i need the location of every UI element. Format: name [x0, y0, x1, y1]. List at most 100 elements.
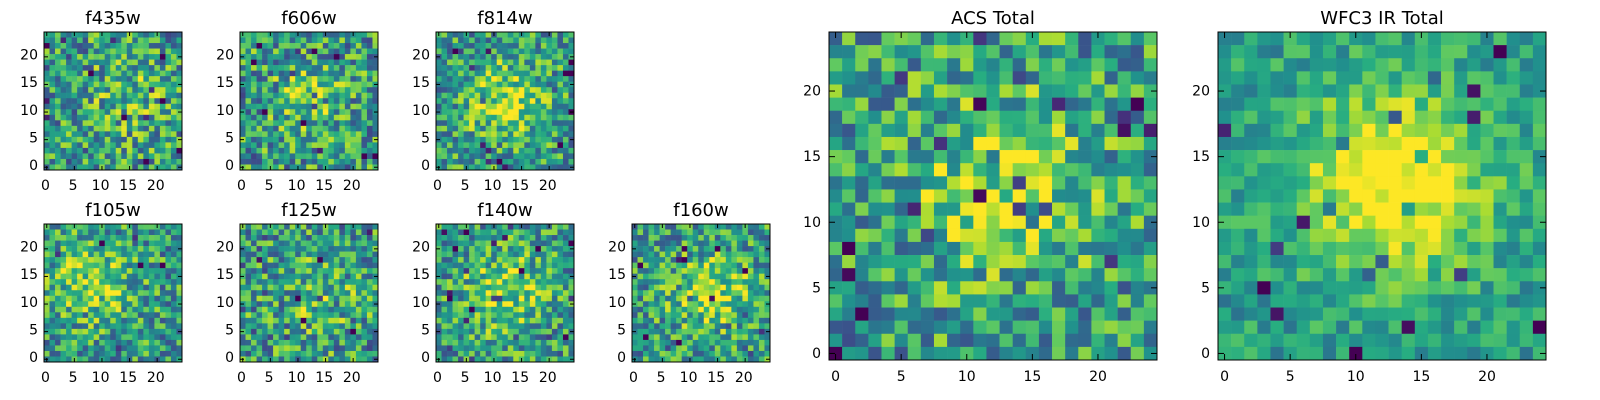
heatmap-cell [55, 103, 61, 110]
heatmap-cell [143, 262, 150, 269]
heatmap-cell [115, 251, 122, 258]
heatmap-cell [753, 312, 760, 319]
heatmap-cell [960, 123, 974, 138]
heatmap-cell [535, 339, 542, 346]
heatmap-cell [524, 251, 531, 258]
heatmap-cell [273, 257, 279, 263]
heatmap-cell [49, 251, 56, 258]
heatmap-cell [82, 235, 89, 241]
heatmap-cell [317, 323, 324, 330]
heatmap-cell [289, 43, 296, 49]
heatmap-cell [372, 306, 379, 313]
heatmap-cell [165, 153, 172, 160]
heatmap-cell [518, 70, 525, 77]
heatmap-cell [764, 345, 771, 352]
heatmap-cell [344, 317, 351, 324]
panel-title: f140w [477, 200, 532, 221]
heatmap-cell [665, 284, 671, 291]
heatmap-cell [170, 257, 177, 263]
heatmap-cell [736, 356, 743, 363]
heatmap-cell [540, 229, 547, 236]
heatmap-cell [93, 158, 100, 165]
heatmap-cell [306, 284, 313, 291]
panel-acs-total: ACS Total 0 5 10 15 20 0 5 10 15 20 [803, 8, 1158, 385]
heatmap-cell [256, 240, 263, 247]
heatmap-cell [295, 65, 302, 71]
heatmap-cell [731, 317, 738, 324]
heatmap-cell [881, 202, 895, 216]
heatmap-cell [289, 120, 296, 127]
heatmap-cell [344, 65, 351, 71]
heatmap-cell [99, 70, 106, 77]
heatmap-cell [143, 224, 150, 230]
heatmap-cell [49, 136, 56, 143]
heatmap-cell [742, 273, 749, 280]
heatmap-cell [322, 301, 329, 308]
heatmap-cell [725, 240, 732, 247]
heatmap-cell [557, 301, 564, 308]
heatmap-cell [143, 125, 150, 132]
heatmap-cell [643, 295, 649, 302]
heatmap-cell [60, 257, 67, 263]
heatmap-cell [77, 290, 83, 297]
heatmap-cell [355, 153, 362, 160]
heatmap-cell [66, 147, 72, 154]
heatmap-cell [143, 356, 150, 363]
heatmap-cell [256, 103, 263, 110]
heatmap-cell [104, 262, 111, 269]
heatmap-cell [648, 339, 655, 346]
heatmap-cell [480, 153, 486, 160]
heatmap-cell [747, 235, 754, 241]
heatmap-cell [170, 268, 177, 274]
heatmap-cell [447, 59, 453, 66]
heatmap-cell [463, 125, 470, 132]
heatmap-cell [659, 251, 666, 258]
heatmap-cell [524, 147, 531, 154]
heatmap-cell [469, 235, 475, 241]
heatmap-cell [328, 273, 335, 280]
heatmap-cell [524, 136, 531, 143]
heatmap-cell [245, 246, 252, 252]
heatmap-cell [920, 136, 935, 151]
heatmap-cells [436, 32, 575, 171]
heatmap-cell [764, 262, 771, 269]
heatmap-cell [687, 251, 694, 258]
heatmap-cell [262, 70, 268, 77]
heatmap-cell [256, 235, 263, 241]
heatmap-cell [933, 123, 948, 138]
heatmap-cell [273, 81, 279, 88]
heatmap-cell [758, 284, 765, 291]
heatmap-cell [251, 295, 257, 302]
heatmap-cell [361, 312, 368, 319]
heatmap-cell [71, 142, 78, 149]
heatmap-cell [947, 202, 961, 216]
heatmap-cell [251, 345, 257, 352]
heatmap-cell [132, 306, 139, 313]
heatmap-cell [507, 147, 514, 154]
heatmap-cell [758, 246, 765, 252]
heatmap-cell [714, 334, 721, 341]
heatmap-cell [753, 284, 760, 291]
heatmap-cell [1104, 110, 1118, 125]
heatmap-cell [568, 295, 575, 302]
heatmap-cell [289, 142, 296, 149]
heatmap-cell [469, 32, 475, 38]
heatmap-cell [676, 279, 682, 286]
heatmap-cell [317, 103, 324, 110]
heatmap-cell [452, 224, 459, 230]
heatmap-cell [546, 323, 553, 330]
heatmap-cell [137, 301, 144, 308]
heatmap-cell [681, 251, 688, 258]
heatmap-cell [350, 76, 357, 82]
heatmap-cell [518, 43, 525, 49]
heatmap-cell [355, 334, 362, 341]
heatmap-cell [93, 251, 100, 258]
heatmap-cell [110, 312, 117, 319]
heatmap-cell [333, 334, 340, 341]
heatmap-cell [999, 123, 1013, 138]
heatmap-cell [317, 81, 324, 88]
heatmap-cell [143, 98, 150, 105]
heatmap-cell [104, 317, 111, 324]
heatmap-cell [262, 273, 268, 280]
heatmap-cell [256, 284, 263, 291]
